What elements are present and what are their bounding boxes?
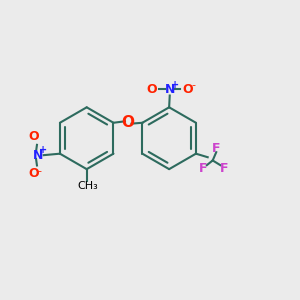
Text: N: N <box>164 82 175 95</box>
Text: F: F <box>199 162 208 175</box>
Text: O: O <box>146 82 157 95</box>
Text: O: O <box>122 115 135 130</box>
Text: N: N <box>33 149 43 162</box>
Text: -: - <box>192 80 196 91</box>
Text: CH₃: CH₃ <box>77 181 98 191</box>
Text: F: F <box>212 142 220 154</box>
Text: +: + <box>171 80 179 90</box>
Text: -: - <box>37 166 41 176</box>
Text: O: O <box>29 130 39 143</box>
Text: +: + <box>39 145 47 155</box>
Text: O: O <box>29 167 39 180</box>
Text: F: F <box>220 162 228 175</box>
Text: O: O <box>183 82 193 95</box>
